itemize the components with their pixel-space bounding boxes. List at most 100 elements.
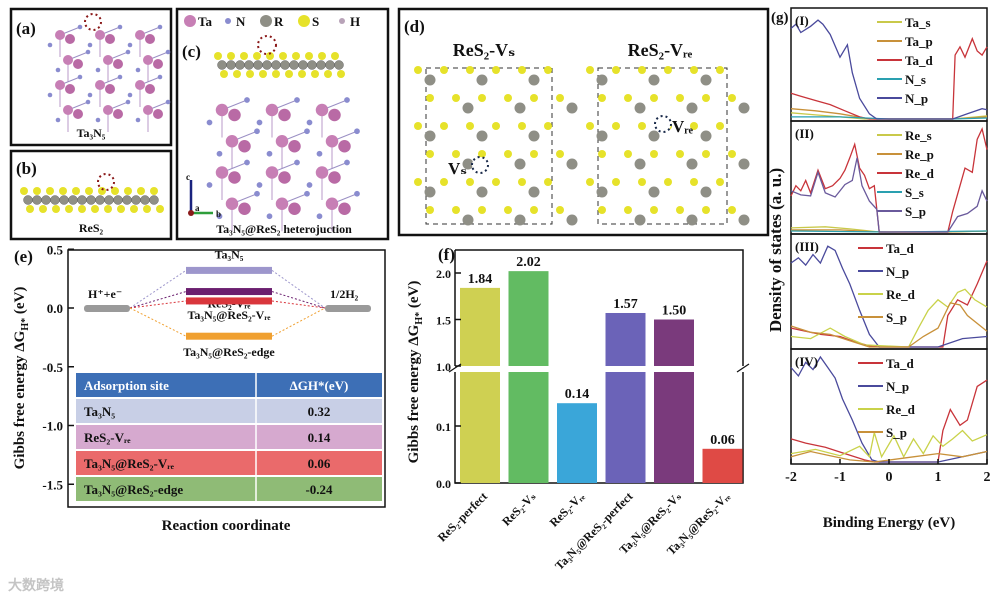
table-header-site: Adsorption site bbox=[84, 378, 169, 393]
ta-atom bbox=[325, 135, 339, 148]
legend-atom-icon bbox=[225, 18, 231, 24]
s-atom bbox=[305, 52, 313, 60]
n-atom bbox=[216, 213, 223, 220]
connector bbox=[129, 269, 187, 309]
n-atom bbox=[266, 150, 273, 157]
re-atom bbox=[566, 158, 578, 170]
legend-label: Ta_p bbox=[905, 34, 933, 49]
s-atom bbox=[214, 52, 222, 60]
n-atom bbox=[157, 74, 163, 80]
n-atom bbox=[294, 159, 300, 166]
s-atom bbox=[690, 178, 698, 186]
ta-atom bbox=[275, 135, 289, 148]
table-row bbox=[76, 399, 382, 423]
re-atom bbox=[316, 60, 326, 70]
s-atom bbox=[337, 70, 345, 78]
ta-atom bbox=[103, 55, 113, 65]
s-atom bbox=[452, 94, 460, 102]
ta-atom bbox=[73, 59, 83, 69]
ta-atom bbox=[328, 171, 341, 184]
legend-label: Ta_s bbox=[905, 15, 931, 30]
ta-atom bbox=[95, 30, 105, 40]
ta-atom bbox=[238, 202, 251, 215]
re-atom bbox=[424, 130, 436, 142]
atom-legend: Ta N R S H bbox=[184, 14, 360, 29]
energy-level bbox=[186, 288, 272, 296]
ytick-label: -1.5 bbox=[42, 477, 63, 492]
legend-label: Re_d bbox=[886, 402, 916, 417]
bar-value-label: 1.50 bbox=[662, 304, 687, 319]
ytick-label: 1.5 bbox=[436, 314, 451, 328]
s-atom bbox=[440, 122, 448, 130]
panel-c-caption: Ta₃N₅@ReS₂ heterojuction bbox=[216, 222, 352, 236]
s-atom bbox=[518, 66, 526, 74]
chart-e-xlabel: Reaction coordinate bbox=[162, 518, 291, 534]
s-atom bbox=[466, 178, 474, 186]
n-atom bbox=[354, 128, 360, 135]
s-atom bbox=[227, 52, 235, 60]
ta-atom bbox=[135, 80, 145, 90]
table-cell-value: -0.24 bbox=[305, 482, 333, 497]
re-atom bbox=[596, 74, 608, 86]
s-atom bbox=[544, 66, 552, 74]
s-atom bbox=[246, 70, 254, 78]
re-atom bbox=[104, 195, 114, 205]
s-atom bbox=[20, 187, 28, 195]
n-atom bbox=[125, 49, 131, 55]
re-atom bbox=[307, 60, 317, 70]
dos-subplot-frame bbox=[790, 7, 988, 122]
s-atom bbox=[46, 187, 54, 195]
ta-atom bbox=[105, 34, 115, 44]
heterojunction-structure: c a b bbox=[186, 35, 360, 232]
panel-a-caption: Ta₃N₅ bbox=[77, 126, 106, 140]
table-row bbox=[76, 477, 382, 501]
s-atom bbox=[702, 94, 710, 102]
s-atom bbox=[504, 206, 512, 214]
re-atom bbox=[298, 60, 308, 70]
n-atom bbox=[87, 42, 93, 48]
ta-atom bbox=[275, 197, 289, 210]
table-cell-value: 0.32 bbox=[308, 404, 331, 419]
ytick-label: 0.5 bbox=[47, 242, 64, 257]
s-atom bbox=[466, 122, 474, 130]
s-atom bbox=[624, 94, 632, 102]
s-atom bbox=[414, 122, 422, 130]
n-atom bbox=[254, 128, 260, 135]
axis-label-b: b bbox=[216, 209, 221, 219]
category-label: ReS₂-perfect bbox=[435, 489, 490, 544]
legend-label: N_p bbox=[905, 91, 928, 106]
panel-a-tag: (a) bbox=[16, 19, 36, 38]
s-atom bbox=[598, 206, 606, 214]
s-atom bbox=[728, 150, 736, 158]
dos-line-re-d bbox=[790, 288, 988, 348]
vs-vacancy-label: Vₛ bbox=[448, 159, 467, 178]
legend-label: Ta_d bbox=[905, 53, 933, 68]
table-cell-value: 0.14 bbox=[308, 430, 331, 445]
s-atom bbox=[676, 206, 684, 214]
energy-level-label: Ta₃N₅@ReS₂-edge bbox=[183, 345, 275, 359]
s-atom bbox=[285, 70, 293, 78]
s-atom bbox=[298, 70, 306, 78]
xtick-label: -1 bbox=[834, 470, 846, 485]
re-atom bbox=[149, 195, 159, 205]
s-atom bbox=[466, 66, 474, 74]
s-atom bbox=[318, 52, 326, 60]
ta-atom bbox=[288, 140, 301, 153]
ta-atom bbox=[145, 34, 155, 44]
n-atom bbox=[354, 190, 360, 197]
s-atom bbox=[624, 206, 632, 214]
chart-g: (g) Density of states (a. u.) Binding En… bbox=[766, 7, 991, 531]
xtick-label: 0 bbox=[886, 470, 893, 485]
s-atom bbox=[728, 94, 736, 102]
re-atom bbox=[262, 60, 272, 70]
end-level bbox=[325, 305, 371, 312]
re-atom bbox=[596, 130, 608, 142]
s-atom bbox=[78, 205, 86, 213]
ta-atom bbox=[215, 166, 229, 179]
ta3n5-structure bbox=[47, 13, 171, 132]
ta-atom bbox=[143, 55, 153, 65]
legend-label: N_p bbox=[886, 379, 909, 394]
s-atom bbox=[52, 205, 60, 213]
s-atom bbox=[440, 178, 448, 186]
legend-label: N_p bbox=[886, 264, 909, 279]
